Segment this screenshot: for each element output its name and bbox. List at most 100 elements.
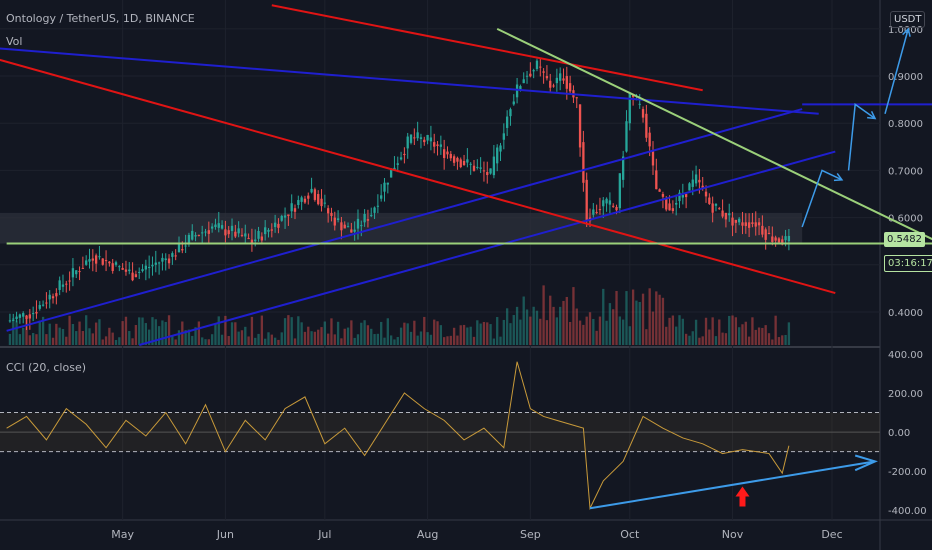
volume-bar xyxy=(98,319,101,345)
candle-body xyxy=(486,171,489,176)
volume-bar xyxy=(578,320,582,345)
volume-bar xyxy=(486,322,489,345)
candle-body xyxy=(247,238,250,240)
volume-bar xyxy=(31,332,35,345)
volume-bar xyxy=(326,333,330,345)
red-trendline-lower xyxy=(0,58,836,295)
volume-bar xyxy=(313,331,317,345)
candle-body xyxy=(317,194,320,205)
candle-body xyxy=(197,234,201,236)
volume-bar xyxy=(380,321,383,345)
volume-bar xyxy=(45,334,48,345)
month-tick-label: Aug xyxy=(417,528,438,541)
candle-body xyxy=(681,195,684,198)
candle-body xyxy=(350,229,353,233)
volume-bar xyxy=(244,326,247,345)
blue-trendline-upper xyxy=(0,47,819,115)
volume-bar xyxy=(698,337,701,345)
volume-bar xyxy=(416,335,419,345)
volume-bar xyxy=(588,312,592,345)
volume-bar xyxy=(383,337,386,345)
volume-bar xyxy=(399,327,403,345)
cci-divergence-arrowhead xyxy=(854,454,878,472)
candle-body xyxy=(111,263,114,271)
month-tick-label: Jul xyxy=(317,528,331,541)
candle-body xyxy=(578,104,582,148)
volume-bar xyxy=(751,317,754,345)
candle-body xyxy=(346,226,350,228)
volume-bar xyxy=(389,335,393,345)
candle-body xyxy=(771,236,774,242)
volume-bar xyxy=(340,338,343,345)
volume-bar xyxy=(366,325,370,345)
volume-bar xyxy=(227,336,230,345)
candle-body xyxy=(519,86,522,91)
candle-body xyxy=(254,239,257,242)
candle-body xyxy=(532,70,535,72)
volume-bar xyxy=(542,285,545,345)
volume-bar xyxy=(452,327,456,345)
projection-arrow-3-head xyxy=(902,27,911,37)
cci-tick-label: 0.00 xyxy=(888,428,910,439)
volume-bar xyxy=(675,326,678,345)
candle-body xyxy=(452,156,456,163)
candle-body xyxy=(204,231,207,233)
volume-bar xyxy=(108,327,111,345)
volume-bar xyxy=(608,303,612,345)
candle-body xyxy=(18,314,22,318)
chart-title: Ontology / TetherUS, 1D, BINANCE xyxy=(6,12,195,25)
volume-bar xyxy=(174,339,177,345)
volume-bar xyxy=(559,306,562,345)
volume-bar xyxy=(350,320,353,345)
volume-bar xyxy=(757,327,761,345)
volume-bar xyxy=(409,331,413,345)
candle-body xyxy=(277,223,280,228)
candle-body xyxy=(85,260,88,265)
volume-bar xyxy=(744,321,747,345)
candle-body xyxy=(492,156,496,176)
volume-bar xyxy=(651,311,655,345)
volume-bar xyxy=(104,336,108,345)
candle-body xyxy=(15,316,18,320)
volume-bar xyxy=(237,331,240,345)
volume-bar xyxy=(207,339,210,345)
volume-bar xyxy=(635,300,638,345)
volume-bar xyxy=(747,336,751,345)
candle-body xyxy=(592,209,595,215)
volume-bar xyxy=(621,319,625,345)
volume-bar xyxy=(201,337,204,345)
candle-body xyxy=(240,234,244,236)
price-tick-label: 0.7000 xyxy=(888,166,923,177)
month-tick-label: Jun xyxy=(216,528,234,541)
volume-bar xyxy=(217,316,220,345)
candle-body xyxy=(61,284,65,287)
candle-body xyxy=(134,274,138,278)
candle-body xyxy=(585,179,588,221)
volume-bar xyxy=(41,316,45,345)
red-trendline-upper xyxy=(271,4,703,92)
candle-body xyxy=(128,269,131,272)
volume-bar xyxy=(661,297,665,345)
candle-body xyxy=(509,109,512,117)
volume-bar xyxy=(446,336,449,345)
volume-bar xyxy=(423,316,426,345)
candle-body xyxy=(784,236,787,241)
candle-body xyxy=(559,73,562,81)
candle-body xyxy=(399,157,403,160)
volume-bar xyxy=(704,317,708,345)
candle-body xyxy=(174,255,177,257)
volume-bar xyxy=(12,318,15,345)
cci-tick-label: -200.00 xyxy=(888,467,927,478)
currency-badge[interactable]: USDT xyxy=(890,11,926,28)
candle-body xyxy=(214,224,217,228)
volume-bar xyxy=(277,339,280,345)
candle-body xyxy=(138,271,141,273)
candle-body xyxy=(260,236,264,241)
candle-body xyxy=(612,205,615,207)
volume-bar xyxy=(114,339,118,345)
candle-body xyxy=(217,223,220,228)
volume-bar xyxy=(728,315,731,345)
volume-bar xyxy=(638,301,641,345)
volume-bar xyxy=(187,329,191,345)
volume-bar xyxy=(429,334,433,345)
